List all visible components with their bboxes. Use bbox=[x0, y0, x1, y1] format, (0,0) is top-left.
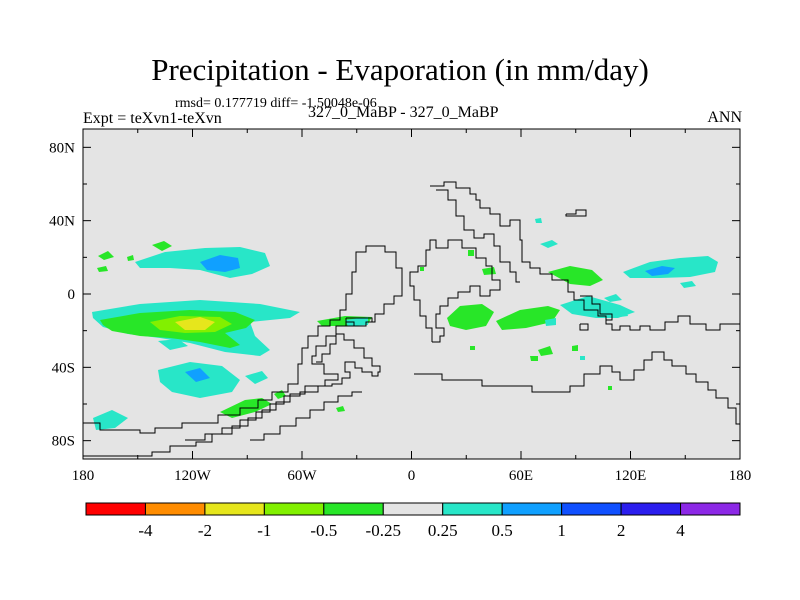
colorbar-swatch bbox=[85, 502, 146, 516]
coastline-inner-strip bbox=[185, 333, 381, 441]
contour-blue bbox=[200, 255, 240, 272]
colorbar-label: -0.5 bbox=[310, 521, 337, 540]
contour-cyan bbox=[618, 310, 628, 317]
contour-fields bbox=[92, 218, 718, 430]
contour-green bbox=[98, 251, 114, 260]
plot-title: Precipitation - Evaporation (in mm/day) bbox=[151, 52, 649, 87]
contour-green bbox=[470, 346, 475, 350]
coastline-south-continent bbox=[409, 239, 501, 343]
lon-label: 120W bbox=[174, 468, 212, 484]
coastline-small-island bbox=[565, 209, 587, 217]
lon-label: 60W bbox=[287, 468, 317, 484]
colorbar-label: 1 bbox=[557, 521, 566, 540]
lon-label: 180 bbox=[72, 468, 95, 484]
contour-blue bbox=[185, 368, 210, 382]
contour-green bbox=[530, 356, 538, 361]
contour-cyan bbox=[545, 318, 556, 326]
contour-green bbox=[420, 267, 424, 271]
contour-cyan bbox=[93, 410, 128, 430]
colorbar-swatch bbox=[561, 502, 622, 516]
contour-green bbox=[468, 250, 474, 256]
contour-green bbox=[152, 241, 172, 251]
colorbar-swatch bbox=[323, 502, 384, 516]
coastline-south-notch bbox=[580, 295, 613, 321]
case-label: 327_0_MaBP - 327_0_MaBP bbox=[308, 104, 499, 121]
colorbar-swatch bbox=[263, 502, 325, 516]
colorbar-label: 0.25 bbox=[428, 521, 458, 540]
coastline-eastern-isle bbox=[579, 323, 589, 331]
colorbar-swatch bbox=[501, 502, 563, 516]
contour-green bbox=[572, 345, 578, 351]
longitude-ticks bbox=[82, 129, 741, 459]
lat-label: 40S bbox=[52, 360, 75, 376]
contour-green bbox=[447, 304, 494, 330]
contour-green bbox=[538, 346, 553, 356]
colorbar-swatch bbox=[144, 502, 206, 516]
contour-cyan bbox=[245, 371, 268, 384]
season-label: ANN bbox=[707, 109, 742, 126]
colorbar-label: -2 bbox=[198, 521, 212, 540]
contour-green bbox=[608, 386, 612, 390]
lon-label: 180 bbox=[729, 468, 752, 484]
colorbar-label: 0.5 bbox=[492, 521, 513, 540]
contour-green bbox=[496, 306, 560, 330]
contour-green bbox=[548, 266, 603, 286]
contour-cyan bbox=[540, 240, 558, 248]
colorbar-labels: -4 -2 -1 -0.5 -0.25 0.25 0.5 1 2 4 bbox=[138, 521, 685, 540]
colorbar bbox=[85, 502, 741, 516]
contour-blue bbox=[645, 266, 675, 276]
colorbar-label: -1 bbox=[257, 521, 271, 540]
longitude-labels: 180 120W 60W 0 60E 120E 180 bbox=[72, 468, 752, 484]
contour-green bbox=[127, 255, 134, 261]
contour-cyan bbox=[680, 281, 696, 288]
colorbar-swatch bbox=[442, 502, 503, 516]
colorbar-swatch bbox=[382, 502, 444, 516]
latitude-labels: 80N 40N 0 40S 80S bbox=[49, 140, 75, 449]
lat-label: 80S bbox=[52, 434, 75, 450]
colorbar-label: 2 bbox=[617, 521, 626, 540]
contour-cyan bbox=[535, 218, 542, 223]
colorbar-swatch bbox=[620, 502, 682, 516]
contour-green bbox=[97, 266, 108, 272]
coastline-southeast bbox=[414, 351, 740, 434]
coastline-small-bay bbox=[345, 317, 373, 327]
colorbar-label: -4 bbox=[138, 521, 153, 540]
colorbar-label: 4 bbox=[676, 521, 685, 540]
colorbar-swatch bbox=[204, 502, 265, 516]
contour-cyan bbox=[560, 296, 635, 318]
colorbar-swatch bbox=[680, 502, 741, 516]
map-background bbox=[83, 129, 740, 459]
colorbar-label: -0.25 bbox=[366, 521, 401, 540]
lat-label: 0 bbox=[68, 287, 76, 303]
experiment-label: Expt = teXvn1-teXvn bbox=[83, 110, 222, 127]
contour-yellow bbox=[175, 317, 215, 330]
coastlines bbox=[83, 181, 740, 457]
lon-label: 0 bbox=[408, 468, 416, 484]
coastline-ribbon bbox=[250, 391, 362, 441]
latitude-ticks bbox=[83, 146, 740, 442]
lat-label: 40N bbox=[49, 214, 75, 230]
contour-cyan bbox=[158, 339, 188, 350]
coastline-west-landmass bbox=[83, 245, 403, 457]
lon-label: 60E bbox=[509, 468, 533, 484]
contour-green bbox=[336, 406, 345, 412]
coastline-inland-lake bbox=[436, 189, 520, 283]
lon-label: 120E bbox=[615, 468, 647, 484]
coastline-main-continent bbox=[430, 181, 740, 331]
contour-cyan bbox=[623, 256, 718, 278]
contour-cyan bbox=[580, 356, 585, 360]
stats-label: rmsd= 0.177719 diff= -1.50048e-06 bbox=[175, 96, 377, 111]
lat-label: 80N bbox=[49, 140, 75, 156]
contour-cyan bbox=[604, 294, 622, 302]
contour-cyan bbox=[345, 317, 368, 326]
